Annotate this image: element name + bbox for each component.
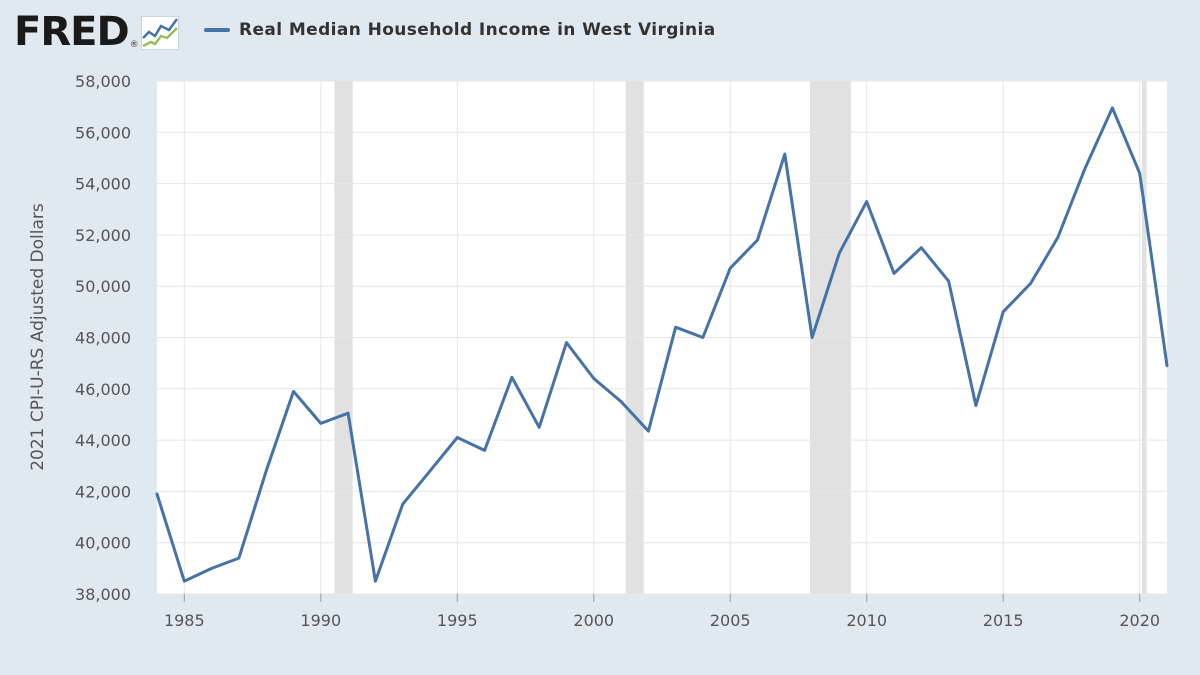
series-line bbox=[155, 106, 1169, 583]
data-point bbox=[346, 411, 350, 415]
x-tick-label: 2020 bbox=[1119, 611, 1160, 630]
data-point bbox=[510, 376, 514, 379]
data-point bbox=[264, 469, 268, 473]
y-tick-label: 44,000 bbox=[75, 431, 131, 450]
y-tick-label: 54,000 bbox=[75, 175, 131, 194]
y-tick-label: 56,000 bbox=[75, 123, 131, 142]
data-point bbox=[810, 336, 814, 339]
data-point bbox=[592, 377, 595, 380]
x-tick-label: 2000 bbox=[573, 611, 614, 630]
data-point bbox=[319, 422, 322, 425]
data-point bbox=[183, 579, 186, 583]
y-tick-label: 50,000 bbox=[75, 277, 131, 296]
data-point bbox=[1111, 106, 1114, 110]
y-axis-label: 2021 CPI-U-RS Adjusted Dollars bbox=[28, 203, 48, 471]
fred-wordmark: FRED bbox=[14, 9, 130, 55]
y-tick-label: 42,000 bbox=[75, 482, 131, 501]
data-point bbox=[401, 503, 404, 506]
data-point bbox=[838, 251, 841, 255]
data-point bbox=[674, 326, 677, 329]
y-tick-label: 40,000 bbox=[75, 534, 131, 553]
data-point bbox=[920, 246, 923, 249]
data-point bbox=[619, 400, 623, 403]
data-point bbox=[1029, 282, 1032, 285]
data-point bbox=[974, 404, 978, 407]
fred-logo[interactable]: FRED ® bbox=[14, 10, 179, 54]
data-point bbox=[374, 579, 377, 583]
y-axis-ticks: 38,000 40,000 42,000 44,000 46,000 48,000 50,0… bbox=[75, 72, 131, 604]
data-point bbox=[428, 469, 432, 473]
data-point bbox=[565, 341, 568, 344]
x-tick-label: 2005 bbox=[710, 611, 751, 630]
data-point bbox=[1002, 310, 1005, 314]
y-tick-label: 52,000 bbox=[75, 226, 131, 245]
data-point bbox=[1138, 172, 1141, 175]
y-tick-label: 46,000 bbox=[75, 380, 131, 399]
x-tick-label: 1985 bbox=[164, 611, 205, 630]
x-tick-label: 2015 bbox=[983, 611, 1024, 630]
data-point bbox=[647, 429, 650, 433]
data-point bbox=[1165, 364, 1169, 367]
legend-series-swatch bbox=[204, 28, 230, 32]
data-point bbox=[892, 272, 896, 275]
y-tick-label: 58,000 bbox=[75, 72, 131, 91]
data-point bbox=[729, 267, 732, 270]
data-point bbox=[1083, 167, 1087, 170]
y-tick-label: 48,000 bbox=[75, 329, 131, 348]
data-point bbox=[292, 390, 295, 393]
data-point bbox=[783, 152, 787, 156]
data-point bbox=[155, 492, 159, 496]
x-tick-label: 1990 bbox=[300, 611, 341, 630]
fred-graph-icon bbox=[140, 16, 179, 50]
legend-series-label: Real Median Household Income in West Vir… bbox=[239, 20, 716, 40]
data-point bbox=[947, 279, 950, 283]
x-axis-ticks: 1985 1990 1995 2000 2005 2010 2015 2020 bbox=[164, 594, 1160, 630]
data-point bbox=[456, 436, 459, 439]
data-point bbox=[237, 556, 241, 560]
data-point bbox=[537, 426, 541, 429]
y-tick-label: 38,000 bbox=[75, 585, 131, 604]
data-point bbox=[701, 336, 705, 339]
x-tick-label: 1995 bbox=[437, 611, 478, 630]
x-tick-label: 2010 bbox=[846, 611, 887, 630]
chart-legend: Real Median Household Income in West Vir… bbox=[204, 20, 716, 40]
series-layer bbox=[155, 106, 1169, 583]
data-point bbox=[483, 449, 486, 452]
data-point bbox=[865, 200, 868, 203]
data-point bbox=[210, 567, 213, 570]
gridlines bbox=[157, 80, 1167, 595]
chart-header: FRED ® Real Median Household Income in W… bbox=[0, 0, 1200, 62]
registered-mark: ® bbox=[129, 40, 139, 50]
data-point bbox=[1056, 236, 1060, 239]
data-point bbox=[756, 238, 759, 242]
